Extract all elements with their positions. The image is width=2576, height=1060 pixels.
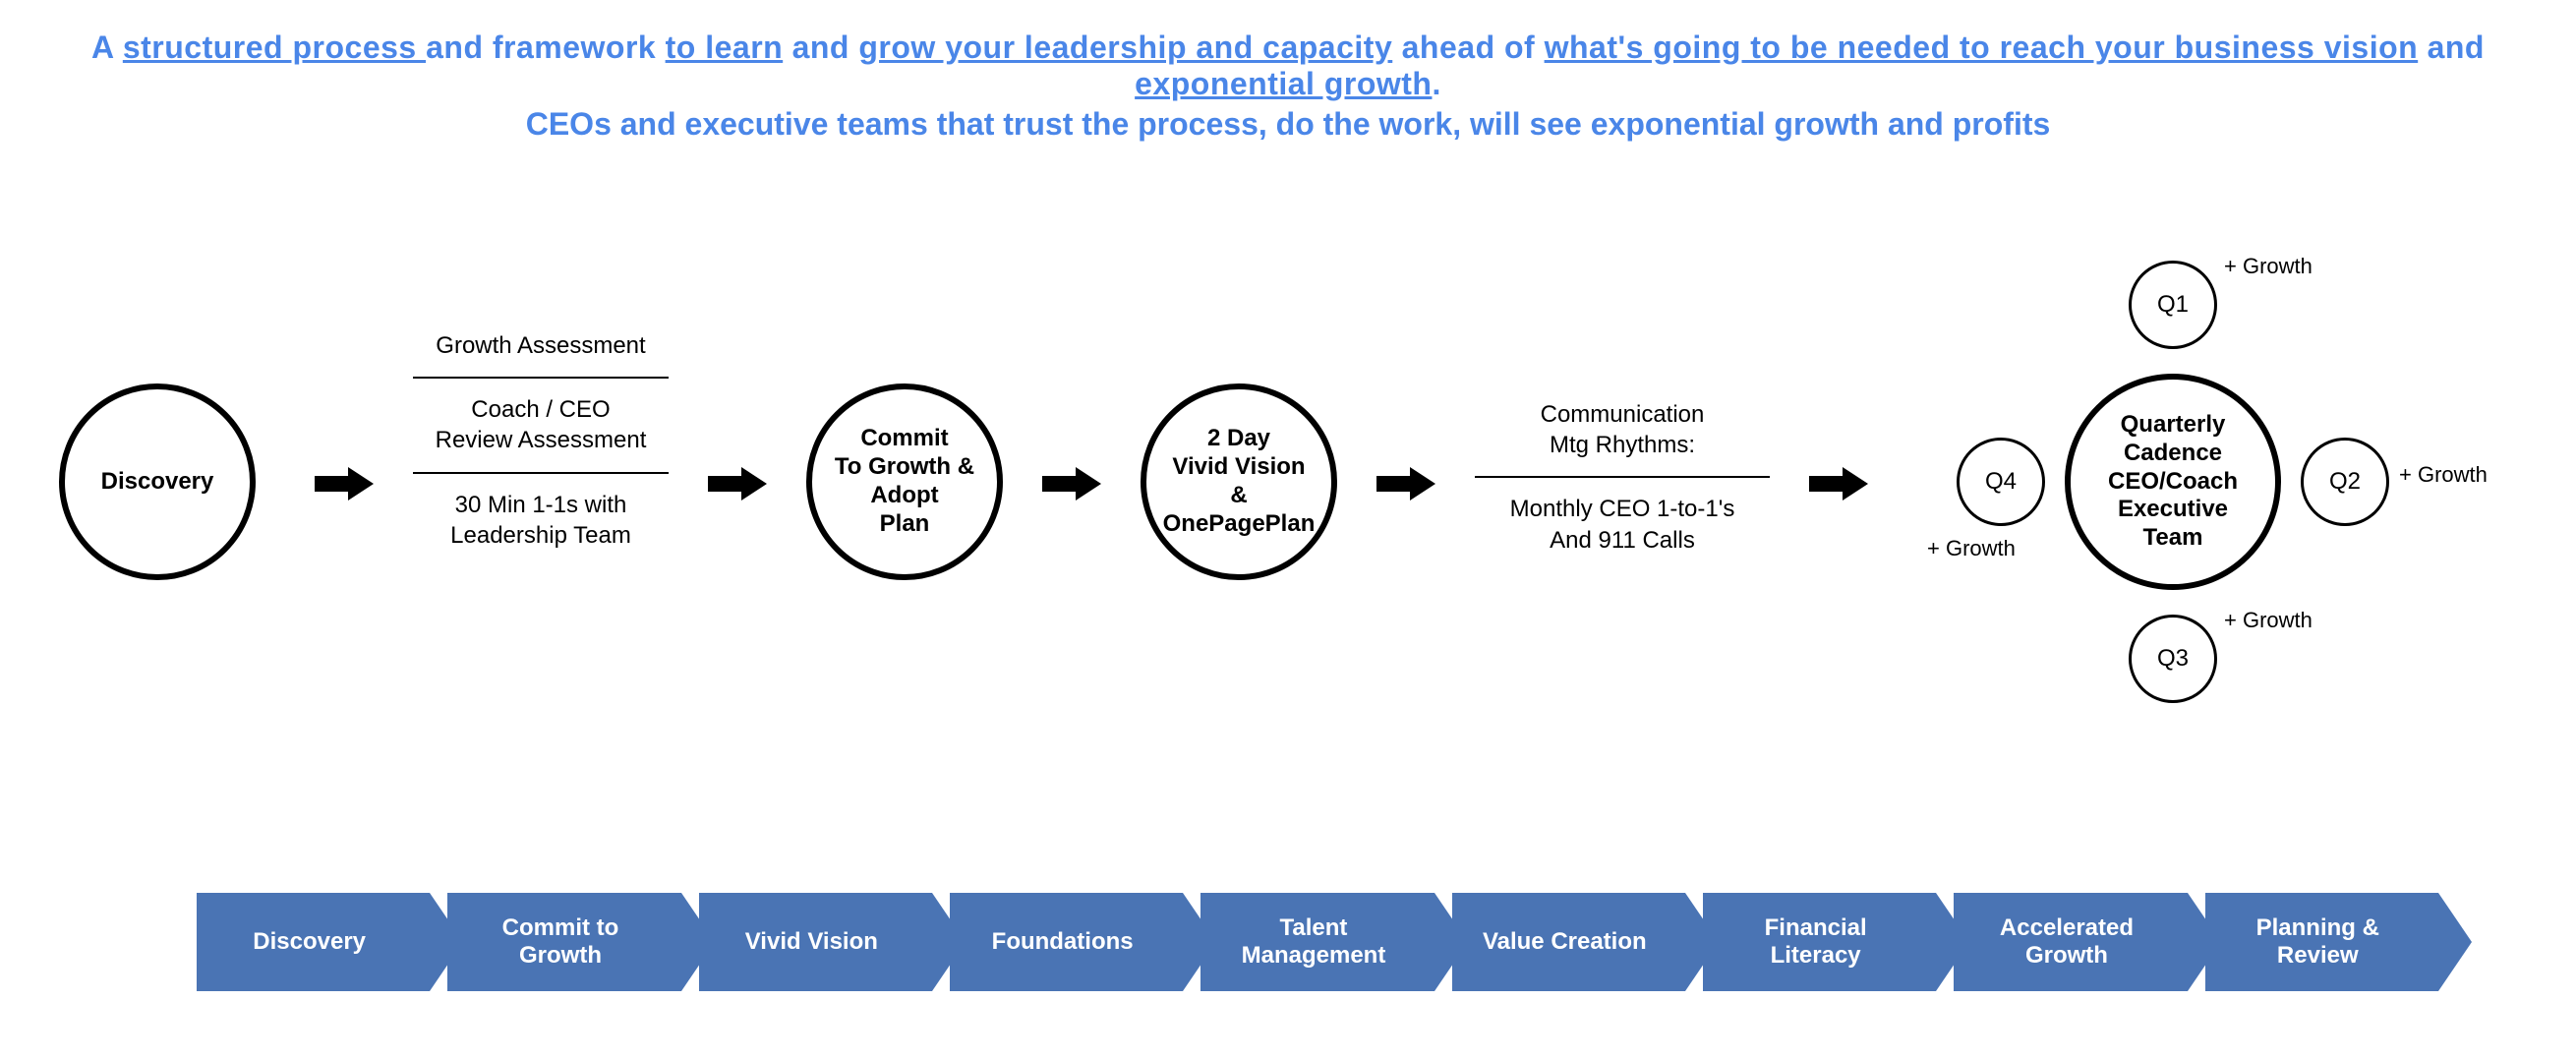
circle-quarterly-label: QuarterlyCadenceCEO/CoachExecutiveTeam: [2108, 411, 2238, 553]
q2-growth: + Growth: [2399, 462, 2488, 488]
chevron-step: Value Creation: [1452, 893, 1685, 991]
chevron-step: FinancialLiteracy: [1703, 893, 1936, 991]
q1-label: Q1: [2157, 291, 2189, 320]
circle-quarterly: QuarterlyCadenceCEO/CoachExecutiveTeam: [2065, 374, 2281, 590]
assessment-line: Coach / CEOReview Assessment: [413, 388, 669, 461]
q2-label: Q2: [2329, 468, 2361, 497]
chevron-strip: DiscoveryCommit toGrowthVivid VisionFoun…: [197, 893, 2438, 991]
chevron-step: Planning &Review: [2205, 893, 2438, 991]
q4-label: Q4: [1985, 468, 2017, 497]
communication-stack: CommunicationMtg Rhythms: Monthly CEO 1-t…: [1475, 393, 1770, 561]
arrow-icon: [1042, 467, 1101, 501]
arrow-icon: [708, 467, 767, 501]
communication-line: Monthly CEO 1-to-1'sAnd 911 Calls: [1475, 488, 1770, 560]
arrow-icon: [1809, 467, 1868, 501]
assessment-line: Growth Assessment: [413, 324, 669, 367]
circle-vivid: 2 DayVivid Vision&OnePagePlan: [1141, 383, 1337, 580]
chevron-step: Discovery: [197, 893, 430, 991]
circle-commit: CommitTo Growth &AdoptPlan: [806, 383, 1003, 580]
q3-label: Q3: [2157, 645, 2189, 674]
chevron-step: Foundations: [950, 893, 1183, 991]
circle-discovery: Discovery: [59, 383, 256, 580]
circle-q2: Q2: [2301, 438, 2389, 526]
chevron-step: AcceleratedGrowth: [1954, 893, 2187, 991]
headline: A structured process and framework to le…: [0, 29, 2576, 102]
subheadline: CEOs and executive teams that trust the …: [0, 106, 2576, 143]
chevron-step: Commit toGrowth: [447, 893, 680, 991]
q3-growth: + Growth: [2224, 608, 2313, 633]
assessment-line: 30 Min 1-1s withLeadership Team: [413, 484, 669, 557]
circle-commit-label: CommitTo Growth &AdoptPlan: [835, 425, 974, 538]
circle-q4: Q4: [1957, 438, 2045, 526]
assessment-stack: Growth Assessment Coach / CEOReview Asses…: [413, 324, 669, 557]
arrow-icon: [1376, 467, 1435, 501]
chevron-step: Vivid Vision: [699, 893, 932, 991]
q4-growth: + Growth: [1927, 536, 2016, 561]
circle-q1: Q1: [2129, 261, 2217, 349]
circle-q3: Q3: [2129, 615, 2217, 703]
q1-growth: + Growth: [2224, 254, 2313, 279]
circle-vivid-label: 2 DayVivid Vision&OnePagePlan: [1163, 425, 1316, 538]
circle-discovery-label: Discovery: [101, 468, 214, 497]
communication-line: CommunicationMtg Rhythms:: [1475, 393, 1770, 466]
arrow-icon: [315, 467, 374, 501]
chevron-step: TalentManagement: [1200, 893, 1434, 991]
